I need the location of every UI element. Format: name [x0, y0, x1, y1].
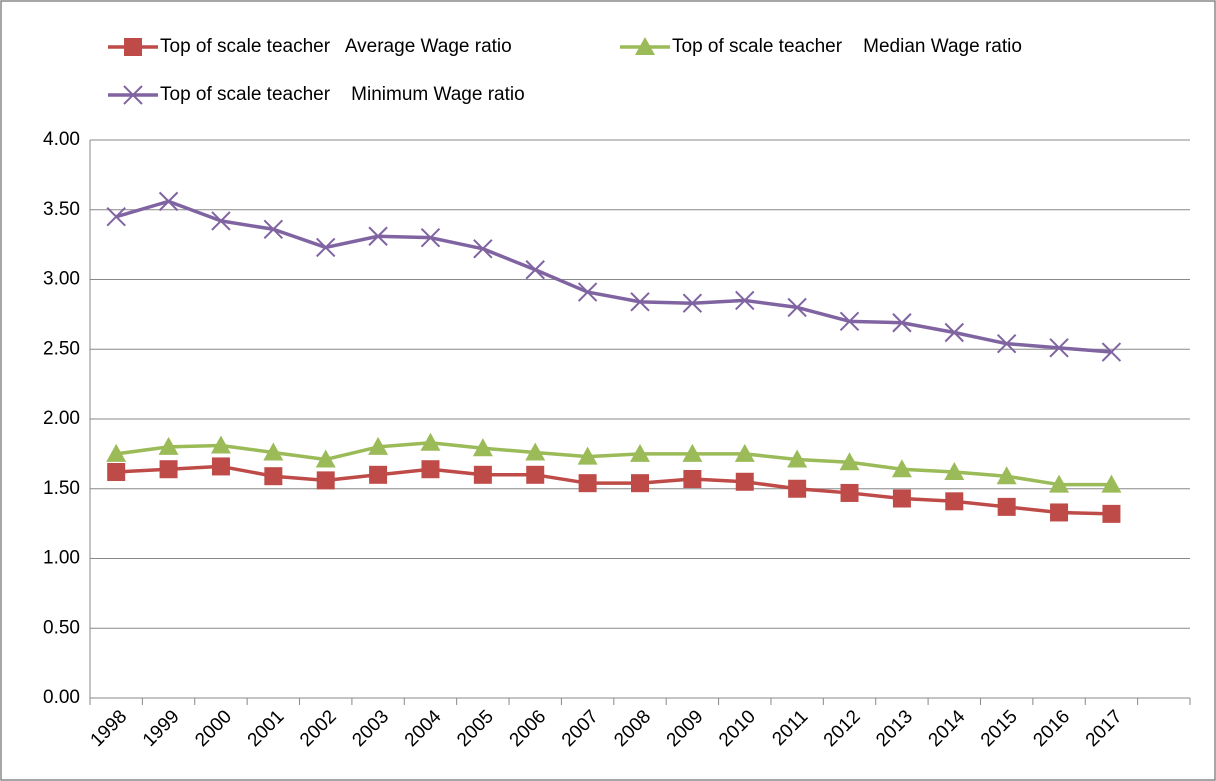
marker: [892, 313, 912, 333]
marker: [526, 465, 545, 484]
marker: [630, 292, 650, 312]
marker: [840, 483, 859, 502]
marker: [1050, 503, 1069, 522]
marker: [159, 460, 178, 479]
marker: [945, 492, 964, 511]
y-tick-label: 0.00: [43, 687, 80, 708]
marker: [891, 459, 912, 478]
marker: [1102, 504, 1121, 523]
marker: [839, 311, 860, 332]
y-tick-label: 1.50: [43, 478, 80, 499]
marker: [264, 467, 283, 486]
y-tick-label: 0.50: [43, 617, 80, 638]
marker: [368, 436, 389, 455]
marker: [892, 489, 911, 508]
marker: [263, 219, 284, 239]
marker: [211, 211, 231, 231]
marker: [369, 465, 388, 484]
marker: [683, 469, 702, 488]
y-tick-label: 1.00: [43, 548, 80, 569]
marker: [124, 38, 142, 56]
marker: [682, 443, 703, 462]
marker: [944, 322, 964, 343]
marker: [123, 85, 143, 105]
marker: [1049, 338, 1069, 358]
marker: [316, 237, 336, 258]
marker: [368, 226, 388, 246]
marker: [473, 465, 492, 484]
marker: [106, 443, 127, 462]
marker: [525, 260, 545, 280]
marker: [420, 432, 441, 451]
marker: [473, 239, 493, 259]
marker: [944, 462, 965, 481]
marker: [578, 474, 597, 493]
legend-label: Top of scale teacher Minimum Wage ratio: [160, 84, 525, 105]
marker: [421, 460, 440, 479]
y-tick-label: 3.50: [43, 199, 80, 220]
marker: [735, 290, 755, 311]
y-tick-label: 2.50: [43, 338, 80, 359]
marker: [735, 472, 754, 491]
marker: [1101, 342, 1122, 362]
marker: [1101, 474, 1122, 493]
marker: [631, 474, 649, 493]
legend-label: Top of scale teacher Median Wage ratio: [672, 36, 1022, 57]
y-tick-label: 4.00: [43, 129, 80, 150]
legend-label: Top of scale teacher Average Wage ratio: [160, 36, 512, 57]
marker: [263, 442, 284, 461]
marker: [996, 333, 1017, 354]
marker: [630, 443, 650, 462]
marker: [316, 471, 335, 490]
marker: [210, 435, 231, 454]
series-line: [115, 440, 1112, 487]
marker: [577, 282, 598, 302]
marker: [997, 497, 1016, 516]
marker: [787, 297, 807, 318]
marker: [996, 466, 1017, 485]
series-line: [115, 199, 1112, 354]
marker: [107, 463, 126, 482]
marker: [315, 449, 336, 468]
y-tick-label: 3.00: [43, 269, 80, 290]
marker: [577, 446, 598, 465]
marker: [158, 191, 179, 212]
marker: [682, 293, 703, 313]
marker: [1049, 474, 1070, 493]
marker: [472, 438, 493, 457]
marker: [635, 37, 655, 55]
marker: [106, 207, 126, 227]
marker: [734, 443, 755, 462]
marker: [211, 457, 230, 476]
y-tick-label: 2.00: [43, 408, 80, 429]
marker: [787, 449, 808, 468]
marker: [158, 436, 179, 455]
marker: [525, 442, 546, 461]
marker: [420, 227, 441, 248]
marker: [839, 452, 860, 471]
marker: [788, 479, 807, 498]
